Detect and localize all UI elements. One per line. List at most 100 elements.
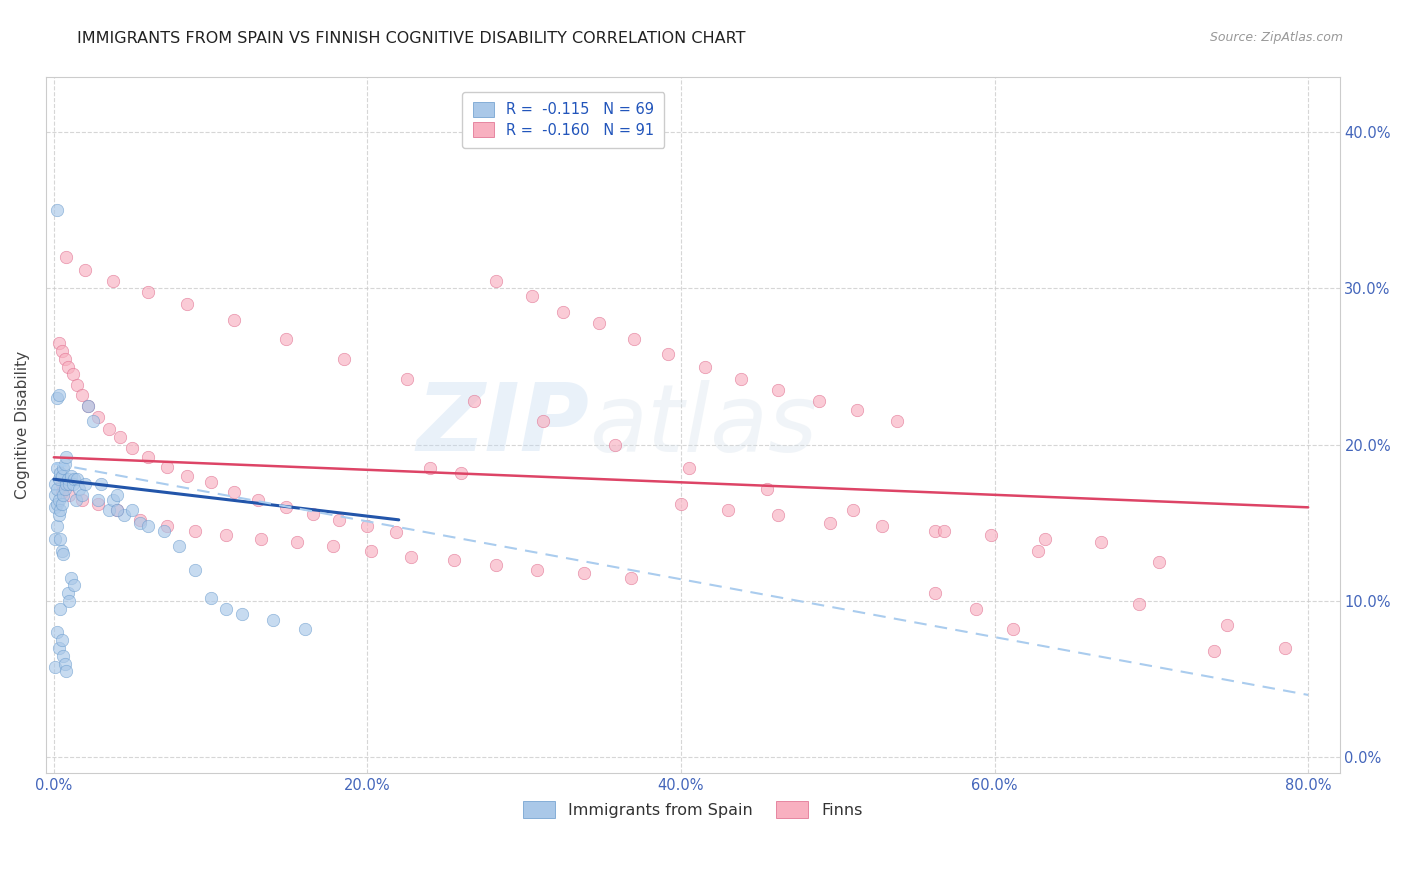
Point (623, 331, 645, 345)
Point (48, 492, 70, 507)
Point (588, 316, 610, 330)
Point (77, 399, 100, 413)
Point (51, 469, 73, 483)
Point (56, 359, 79, 374)
Point (44, 500, 66, 515)
Point (58, 476, 80, 491)
Point (97, 422, 120, 436)
Point (231, 607, 253, 621)
Point (285, 534, 308, 549)
Point (51, 633, 73, 648)
Point (46, 391, 69, 405)
Point (48, 472, 70, 486)
Point (215, 528, 238, 542)
Point (870, 519, 893, 533)
Point (129, 516, 152, 530)
Point (108, 430, 131, 444)
Point (176, 469, 198, 483)
Point (1033, 532, 1056, 546)
Point (55, 250, 77, 264)
Point (605, 438, 627, 452)
Point (485, 558, 508, 573)
Point (60, 571, 83, 585)
Point (886, 414, 908, 428)
Point (75, 262, 97, 277)
Point (105, 503, 128, 517)
Point (77, 399, 100, 413)
Point (384, 525, 406, 540)
Point (520, 289, 543, 303)
Point (44, 476, 66, 491)
Point (44, 488, 66, 502)
Point (66, 472, 89, 486)
Point (136, 519, 159, 533)
Point (48, 640, 70, 655)
Point (60, 469, 83, 483)
Point (105, 488, 128, 502)
Point (463, 394, 485, 409)
Point (62, 476, 84, 491)
Point (82, 414, 104, 428)
Point (46, 461, 69, 475)
Point (531, 414, 554, 428)
Point (756, 482, 779, 496)
Point (766, 383, 789, 397)
Point (86, 497, 108, 511)
Point (224, 484, 246, 499)
Point (845, 403, 868, 417)
Point (52, 488, 75, 502)
Point (167, 540, 190, 554)
Point (200, 475, 222, 490)
Point (657, 347, 679, 361)
Point (1128, 597, 1150, 611)
Point (322, 540, 344, 554)
Point (360, 544, 382, 558)
Point (136, 285, 159, 299)
Point (53, 457, 76, 471)
Text: Source: ZipAtlas.com: Source: ZipAtlas.com (1209, 31, 1343, 45)
Point (53, 482, 76, 496)
Point (44, 532, 66, 546)
Point (51, 544, 73, 558)
Point (924, 524, 946, 538)
Point (176, 297, 198, 311)
Point (1147, 555, 1170, 569)
Point (46, 519, 69, 533)
Point (121, 441, 143, 455)
Point (356, 519, 378, 533)
Point (1202, 644, 1225, 658)
Point (156, 459, 179, 474)
Point (443, 553, 465, 567)
Point (419, 461, 441, 475)
Point (112, 508, 135, 523)
Point (48, 336, 70, 351)
Point (56, 586, 79, 600)
Point (48, 508, 70, 523)
Point (934, 524, 956, 538)
Point (65, 492, 87, 507)
Point (51, 344, 73, 359)
Point (924, 586, 946, 600)
Point (70, 492, 93, 507)
Point (328, 513, 350, 527)
Point (401, 550, 423, 565)
Point (262, 613, 284, 627)
Point (553, 305, 575, 319)
Point (90, 476, 112, 491)
Point (44, 660, 66, 674)
Point (1028, 544, 1050, 558)
Point (152, 524, 174, 538)
Point (70, 388, 93, 402)
Point (55, 476, 77, 491)
Point (1002, 622, 1025, 636)
Point (572, 566, 595, 580)
Point (53, 657, 76, 671)
Point (965, 602, 987, 616)
Point (55, 665, 77, 679)
Point (1090, 534, 1112, 549)
Point (807, 394, 830, 409)
Point (274, 331, 297, 345)
Point (215, 602, 238, 616)
Point (55, 450, 77, 465)
Point (766, 508, 789, 523)
